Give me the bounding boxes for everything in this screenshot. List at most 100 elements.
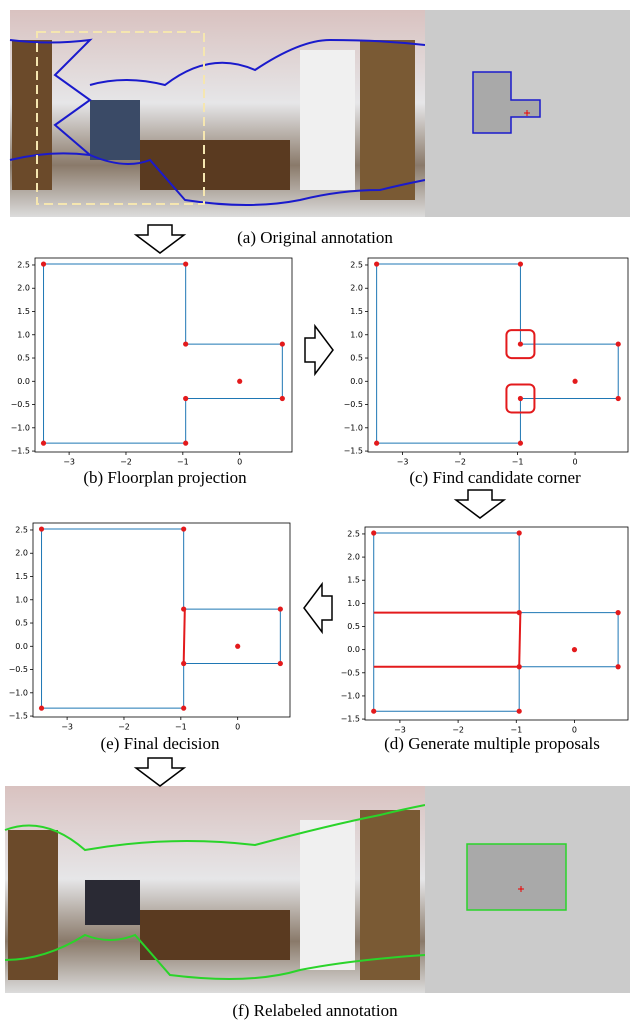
y-tick-label: 1.5 bbox=[347, 576, 360, 585]
x-tick-label: −1 bbox=[177, 458, 189, 467]
y-tick-label: 1.0 bbox=[17, 330, 30, 339]
y-tick-label: 0.0 bbox=[350, 377, 363, 386]
y-tick-label: −0.5 bbox=[9, 665, 28, 674]
x-tick-label: −3 bbox=[61, 723, 73, 732]
y-tick-label: 0.0 bbox=[17, 377, 30, 386]
x-tick-label: 0 bbox=[573, 458, 578, 467]
caption: (a) Original annotation bbox=[237, 228, 393, 247]
corner-point bbox=[518, 396, 523, 401]
corner-point bbox=[39, 526, 44, 531]
y-tick-label: −0.5 bbox=[11, 400, 30, 409]
corner-point bbox=[280, 396, 285, 401]
x-tick-label: −3 bbox=[63, 458, 75, 467]
corner-point bbox=[517, 664, 522, 669]
y-tick-label: −1.5 bbox=[9, 712, 28, 721]
caption: (e) Final decision bbox=[101, 734, 220, 753]
corner-point bbox=[371, 709, 376, 714]
relabeled-panorama bbox=[5, 786, 630, 993]
corner-point bbox=[517, 610, 522, 615]
y-tick-label: −1.5 bbox=[344, 447, 363, 456]
y-tick-label: 2.0 bbox=[347, 553, 360, 562]
y-tick-label: −1.0 bbox=[11, 423, 30, 432]
y-tick-label: 2.5 bbox=[350, 260, 363, 269]
corner-point bbox=[517, 709, 522, 714]
corner-point bbox=[39, 706, 44, 711]
corner-point bbox=[374, 441, 379, 446]
corner-point bbox=[181, 526, 186, 531]
x-tick-label: −2 bbox=[454, 458, 466, 467]
x-tick-label: −1 bbox=[175, 723, 187, 732]
y-tick-label: 2.0 bbox=[17, 284, 30, 293]
corner-point bbox=[616, 664, 621, 669]
plot-frame bbox=[368, 258, 628, 452]
floorplan-line bbox=[519, 613, 520, 667]
caption: (d) Generate multiple proposals bbox=[384, 734, 600, 753]
corner-point bbox=[183, 341, 188, 346]
y-tick-label: −1.0 bbox=[9, 688, 28, 697]
y-tick-label: −1.5 bbox=[11, 447, 30, 456]
x-tick-label: −1 bbox=[512, 458, 524, 467]
plot-frame bbox=[365, 527, 628, 720]
y-tick-label: −0.5 bbox=[341, 668, 360, 677]
y-tick-label: 1.5 bbox=[17, 307, 30, 316]
y-tick-label: 1.0 bbox=[15, 595, 28, 604]
corner-point bbox=[518, 441, 523, 446]
y-tick-label: 1.5 bbox=[350, 307, 363, 316]
y-tick-label: 0.5 bbox=[350, 354, 363, 363]
y-tick-label: 1.0 bbox=[350, 330, 363, 339]
corner-point bbox=[374, 261, 379, 266]
x-tick-label: −2 bbox=[118, 723, 130, 732]
page: (a) Original annotation (b) Floorplan pr… bbox=[0, 0, 630, 1022]
plot-frame bbox=[35, 258, 292, 452]
corner-point bbox=[616, 396, 621, 401]
corner-point bbox=[616, 610, 621, 615]
x-tick-label: 0 bbox=[572, 726, 577, 735]
x-tick-label: −2 bbox=[120, 458, 132, 467]
corner-point bbox=[181, 706, 186, 711]
corner-point bbox=[237, 379, 242, 384]
caption: (c) Find candidate corner bbox=[409, 468, 581, 487]
corner-point bbox=[183, 441, 188, 446]
y-tick-label: 1.5 bbox=[15, 572, 28, 581]
y-tick-label: −1.0 bbox=[341, 691, 360, 700]
y-tick-label: 0.5 bbox=[15, 619, 28, 628]
corner-point bbox=[183, 396, 188, 401]
y-tick-label: 2.5 bbox=[15, 525, 28, 534]
x-tick-label: −2 bbox=[452, 726, 464, 735]
corner-point bbox=[235, 644, 240, 649]
corner-point bbox=[572, 379, 577, 384]
y-tick-label: 1.0 bbox=[347, 599, 360, 608]
corner-point bbox=[616, 341, 621, 346]
corner-point bbox=[41, 261, 46, 266]
corner-point bbox=[280, 341, 285, 346]
y-tick-label: 0.5 bbox=[17, 354, 30, 363]
floorplan-line bbox=[184, 609, 185, 663]
y-tick-label: −1.5 bbox=[341, 715, 360, 724]
corner-point bbox=[278, 606, 283, 611]
x-tick-label: −1 bbox=[510, 726, 522, 735]
corner-point bbox=[278, 661, 283, 666]
caption: (b) Floorplan projection bbox=[83, 468, 247, 487]
corner-point bbox=[371, 530, 376, 535]
y-tick-label: 0.0 bbox=[347, 645, 360, 654]
original-panorama bbox=[10, 10, 630, 217]
corner-point bbox=[572, 647, 577, 652]
y-tick-label: 2.5 bbox=[17, 260, 30, 269]
corner-point bbox=[518, 261, 523, 266]
y-tick-label: 2.5 bbox=[347, 529, 360, 538]
x-tick-label: 0 bbox=[235, 723, 240, 732]
y-tick-label: 2.0 bbox=[15, 549, 28, 558]
x-tick-label: −3 bbox=[397, 458, 409, 467]
x-tick-label: 0 bbox=[237, 458, 242, 467]
y-tick-label: 0.0 bbox=[15, 642, 28, 651]
caption: (f) Relabeled annotation bbox=[232, 1001, 398, 1020]
y-tick-label: 2.0 bbox=[350, 284, 363, 293]
corner-point bbox=[518, 341, 523, 346]
x-tick-label: −3 bbox=[394, 726, 406, 735]
plot-frame bbox=[33, 523, 290, 717]
corner-point bbox=[41, 441, 46, 446]
y-tick-label: −1.0 bbox=[344, 423, 363, 432]
y-tick-label: 0.5 bbox=[347, 622, 360, 631]
figure: (a) Original annotation (b) Floorplan pr… bbox=[0, 0, 630, 1022]
y-tick-label: −0.5 bbox=[344, 400, 363, 409]
